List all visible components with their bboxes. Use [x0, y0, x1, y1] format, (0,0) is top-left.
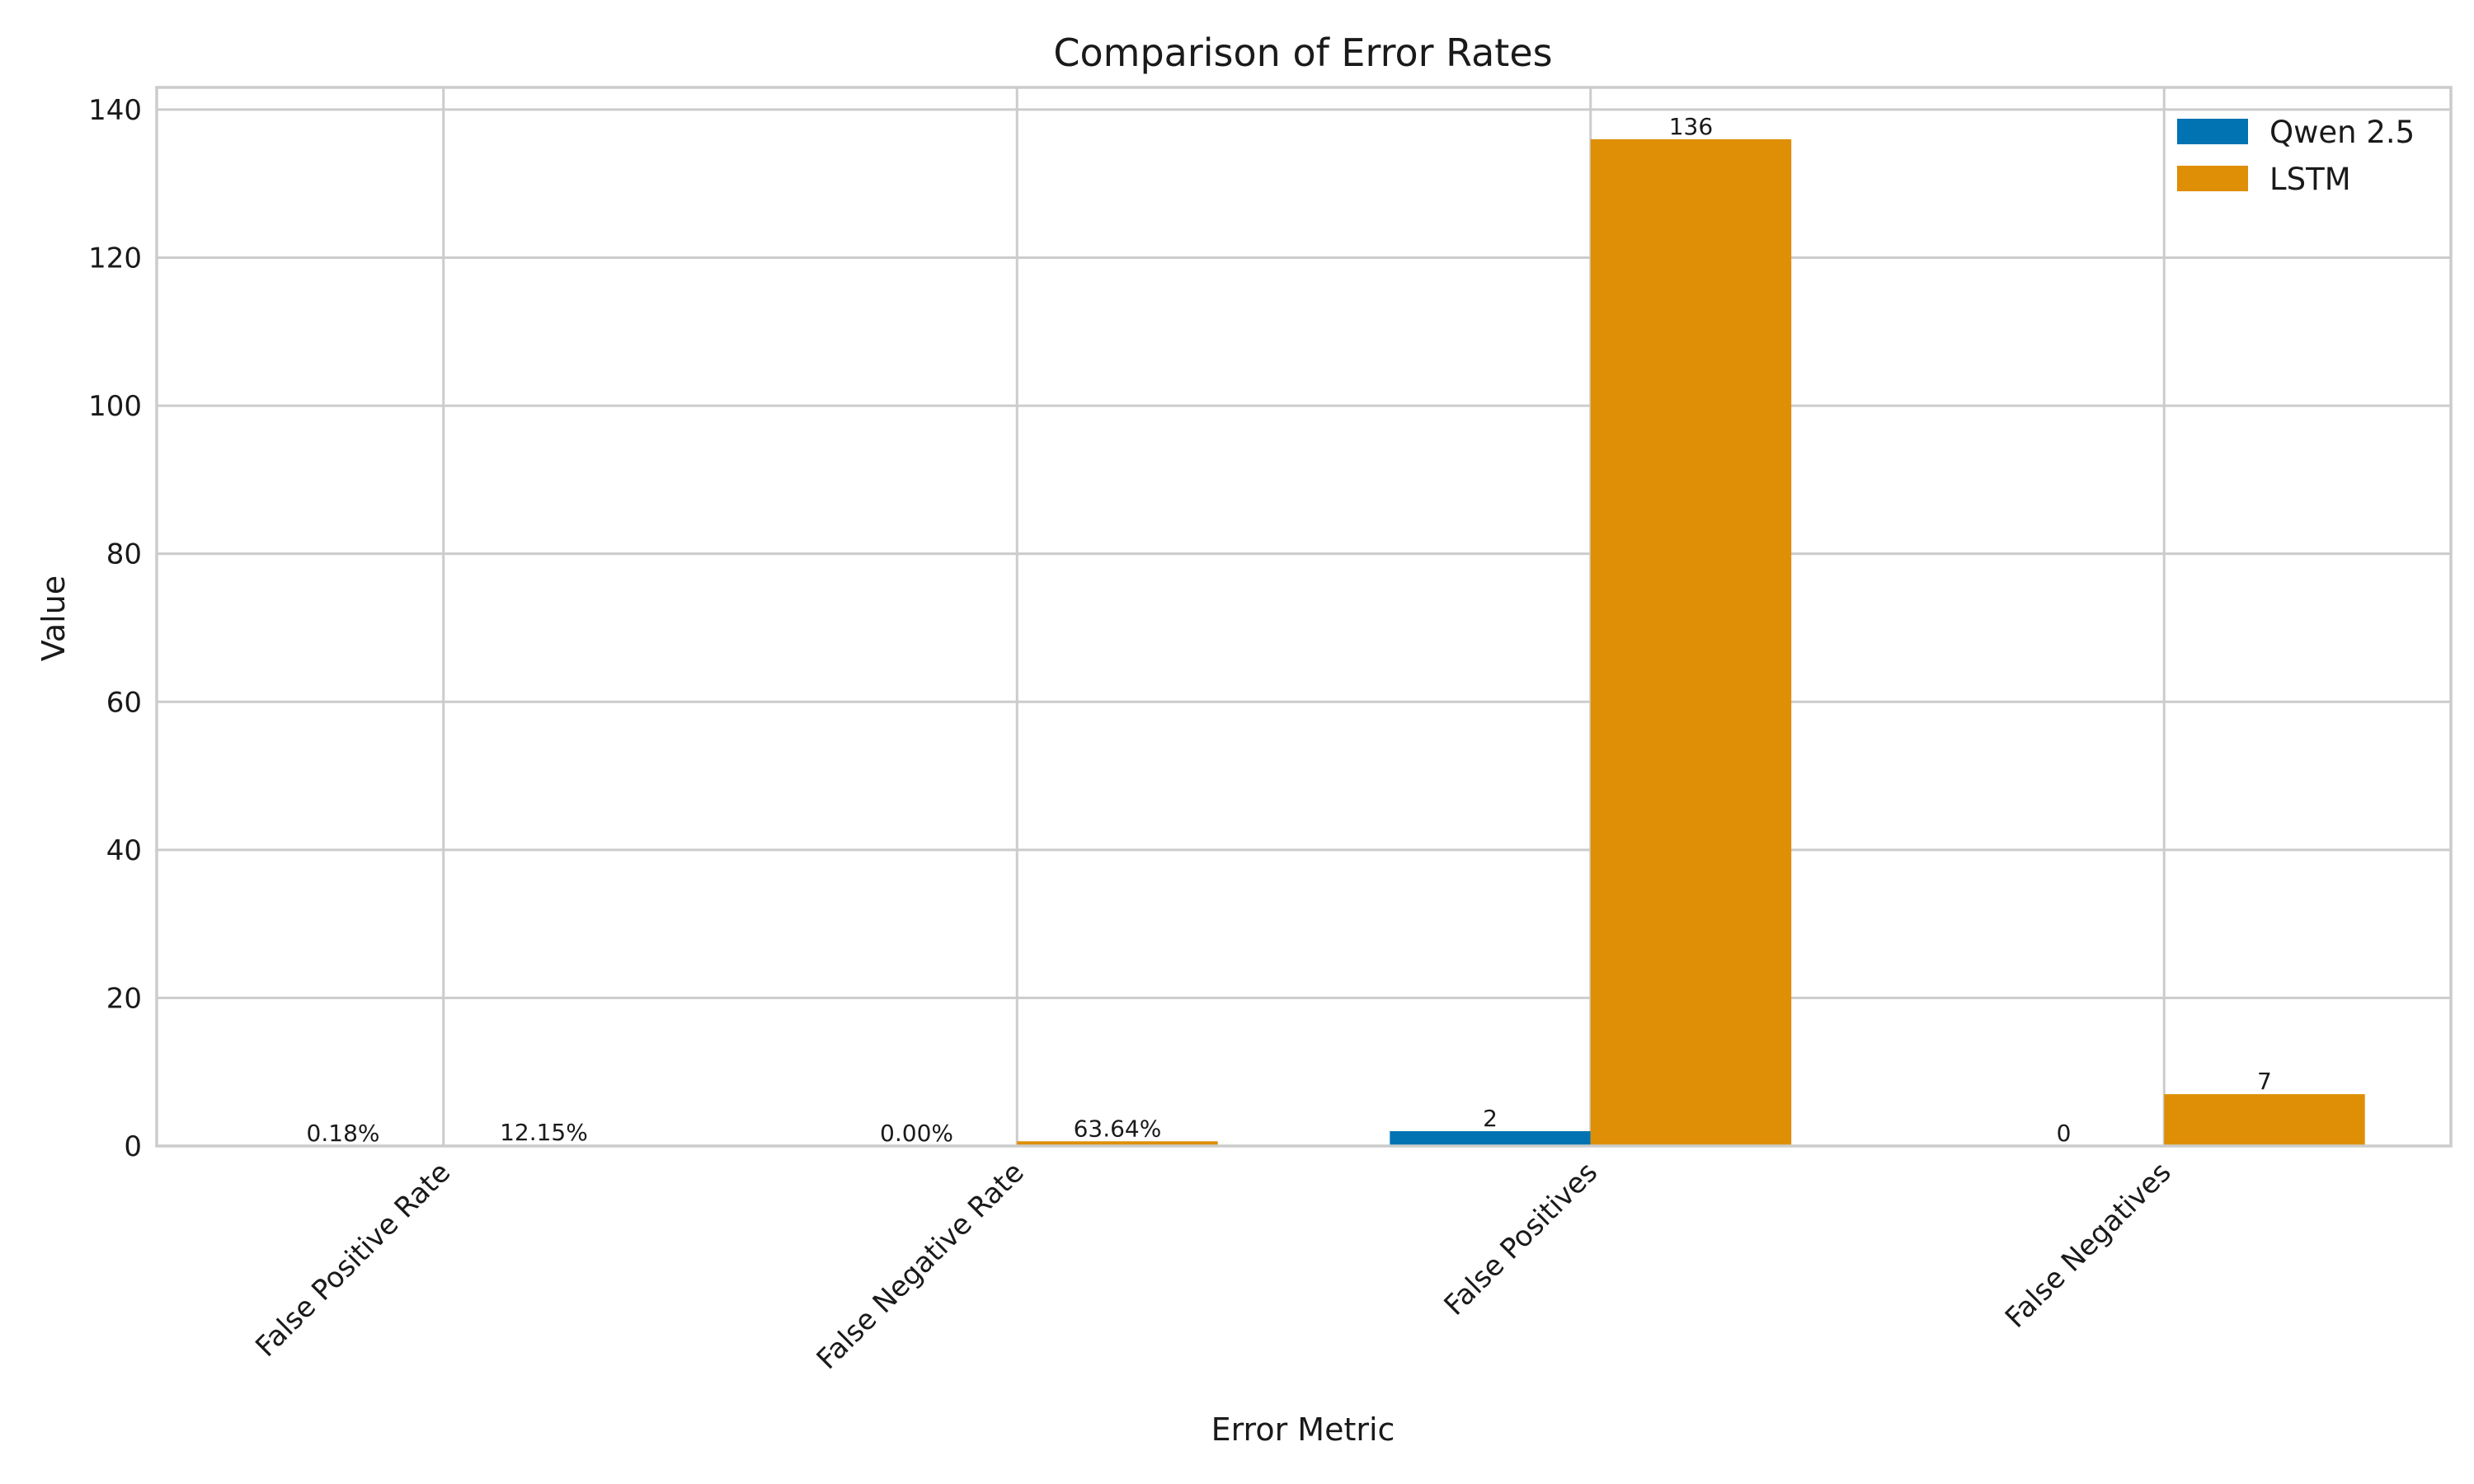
x-axis-ticks: False Positive Rate False Negative Rate Fa… — [249, 1156, 2177, 1376]
data-label: 0.18% — [307, 1120, 380, 1147]
data-label: 12.15% — [500, 1119, 588, 1146]
grid — [157, 87, 2451, 1148]
data-label: 0 — [2057, 1120, 2072, 1147]
x-tick-label: False Positives — [1438, 1156, 1604, 1322]
bar — [1390, 1131, 1591, 1146]
x-tick-label: False Positive Rate — [249, 1156, 457, 1364]
y-axis-title: Value — [35, 575, 72, 661]
legend-swatch — [2177, 119, 2248, 144]
data-label: 7 — [2257, 1068, 2272, 1095]
y-tick-label: 140 — [88, 94, 142, 127]
y-tick-label: 0 — [124, 1130, 142, 1163]
legend-label: LSTM — [2269, 162, 2351, 197]
chart-title: Comparison of Error Rates — [1053, 31, 1552, 75]
legend-swatch — [2177, 166, 2248, 191]
y-tick-label: 40 — [106, 834, 142, 867]
bar — [1017, 1141, 1218, 1146]
y-tick-label: 100 — [88, 390, 142, 423]
data-label: 2 — [1483, 1105, 1498, 1132]
y-tick-label: 80 — [106, 538, 142, 571]
bar — [1590, 139, 1792, 1146]
x-tick-label: False Negative Rate — [811, 1156, 1031, 1376]
data-label: 0.00% — [880, 1120, 953, 1147]
y-tick-label: 20 — [106, 982, 142, 1015]
data-label: 136 — [1669, 113, 1713, 140]
x-tick-label: False Negatives — [1999, 1156, 2178, 1335]
bar — [2164, 1094, 2365, 1146]
y-tick-label: 120 — [88, 242, 142, 275]
plot-frame — [155, 86, 2453, 1148]
y-tick-label: 60 — [106, 686, 142, 719]
legend: Qwen 2.5 LSTM — [2177, 115, 2415, 197]
data-labels: 0.18% 0.00% 2 0 12.15% 63.64% 136 7 — [307, 113, 2272, 1147]
bars — [242, 139, 2365, 1146]
legend-label: Qwen 2.5 — [2269, 115, 2415, 150]
y-axis-ticks: 0 20 40 60 80 100 120 140 — [88, 94, 142, 1163]
x-axis-title: Error Metric — [1211, 1411, 1395, 1448]
data-label: 63.64% — [1074, 1115, 1162, 1142]
